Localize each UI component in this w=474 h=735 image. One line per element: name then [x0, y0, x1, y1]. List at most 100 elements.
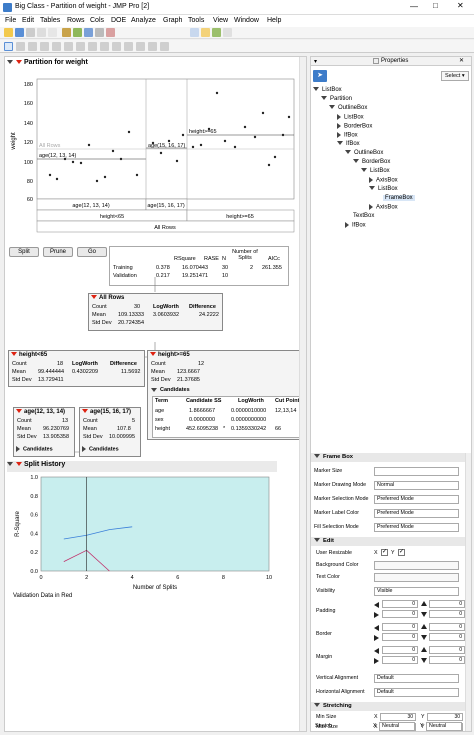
collapse-icon[interactable] — [353, 159, 359, 164]
node-height-lt-65-title[interactable]: height<65 — [9, 351, 144, 359]
selection-tool-icon[interactable] — [40, 42, 49, 51]
collapse-icon[interactable] — [314, 538, 320, 543]
expand-icon[interactable] — [337, 132, 341, 138]
properties-collapse-icon[interactable]: ▾ — [314, 59, 318, 65]
node-age-low[interactable]: age(12, 13, 14) Count 13 Mean 96.230769 … — [13, 407, 75, 457]
resizable-x-checkbox[interactable]: ✓ — [381, 549, 388, 556]
agehigh-candidates-header[interactable]: Candidates — [82, 446, 119, 452]
horizontal-alignment-select[interactable]: Default — [374, 688, 459, 697]
polygon-tool-icon[interactable] — [136, 42, 145, 51]
menu-graph[interactable]: Graph — [163, 17, 183, 24]
table-icon[interactable] — [73, 28, 82, 37]
oval-tool-icon[interactable] — [148, 42, 157, 51]
expand-icon[interactable] — [151, 387, 157, 392]
expand-icon[interactable] — [337, 114, 341, 120]
node-height-ge-65-title[interactable]: height>=65 — [148, 351, 306, 359]
edit-section-header[interactable]: Edit — [311, 537, 471, 546]
split-history-header[interactable]: Split History — [7, 461, 277, 472]
prune-button[interactable]: Prune — [43, 247, 73, 257]
refresh-icon[interactable] — [223, 28, 232, 37]
red-triangle-menu-icon[interactable] — [16, 60, 22, 65]
expand-icon[interactable] — [345, 222, 349, 228]
resizable-y-checkbox[interactable]: ✓ — [398, 549, 405, 556]
partition-outline-header[interactable]: Partition for weight — [7, 59, 88, 70]
zoom-tool-icon[interactable] — [88, 42, 97, 51]
collapse-icon[interactable] — [369, 186, 375, 191]
layout-icon[interactable] — [84, 28, 93, 37]
tree-listbox-2[interactable]: ListBox — [361, 168, 390, 174]
red-triangle-menu-icon[interactable] — [16, 462, 22, 467]
background-color-picker[interactable] — [374, 561, 459, 570]
menu-tables[interactable]: Tables — [40, 17, 61, 24]
collapse-icon[interactable] — [361, 168, 367, 173]
tree-partition[interactable]: Partition — [321, 96, 352, 102]
red-triangle-icon[interactable] — [11, 352, 17, 357]
tree-ifbox-1[interactable]: IfBox — [337, 132, 358, 139]
report-icon[interactable] — [62, 28, 71, 37]
menu-analyze[interactable]: Analyze — [131, 17, 156, 24]
marker-label-color-select[interactable]: Preferred Mode — [374, 509, 459, 518]
open-icon[interactable] — [4, 28, 13, 37]
hand-tool-icon[interactable] — [64, 42, 73, 51]
text-tool-icon[interactable] — [112, 42, 121, 51]
help-icon[interactable] — [106, 28, 115, 37]
menu-cols[interactable]: Cols — [90, 17, 105, 24]
min-size-x-input[interactable]: 30 — [380, 713, 416, 721]
expand-icon[interactable] — [369, 177, 373, 183]
collapse-icon[interactable] — [329, 105, 335, 110]
line-tool-icon[interactable] — [124, 42, 133, 51]
menu-edit[interactable]: Edit — [22, 17, 35, 24]
menu-help[interactable]: Help — [267, 17, 282, 24]
margin-bottom-input[interactable]: 0 — [429, 656, 465, 664]
properties-scrollbar[interactable] — [465, 453, 471, 731]
border-top-input[interactable]: 0 — [429, 623, 465, 631]
save-icon[interactable] — [15, 28, 24, 37]
marker-drawing-mode-select[interactable]: Normal — [374, 481, 459, 490]
node-age-low-title[interactable]: age(12, 13, 14) — [14, 408, 74, 416]
tree-textbox[interactable]: TextBox — [353, 213, 375, 219]
close-button[interactable]: ✕ — [457, 1, 464, 10]
menu-tools[interactable]: Tools — [188, 17, 205, 24]
cut-icon[interactable] — [26, 28, 35, 37]
copy-icon[interactable] — [37, 28, 46, 37]
border-right-input[interactable]: 0 — [382, 633, 418, 641]
expand-icon[interactable] — [82, 446, 86, 452]
collapse-icon[interactable] — [314, 454, 320, 459]
select-dropdown[interactable]: Select ▾ — [441, 71, 469, 81]
arrow-tool-icon[interactable] — [4, 42, 13, 51]
tree-ifbox-2[interactable]: IfBox — [337, 141, 360, 147]
node-age-high[interactable]: age(15, 16, 17) Count 5 Mean 107.8 Std D… — [79, 407, 141, 457]
properties-close-icon[interactable]: ✕ — [459, 58, 465, 64]
help-tool-icon[interactable] — [100, 42, 109, 51]
expand-icon[interactable] — [337, 123, 341, 129]
fill-selection-mode-select[interactable]: Preferred Mode — [374, 523, 459, 532]
tree-outlinebox-2[interactable]: OutlineBox — [345, 150, 383, 156]
vertical-alignment-select[interactable]: Default — [374, 674, 459, 683]
ge65-candidates-header[interactable]: Candidates — [151, 387, 190, 393]
collapse-icon[interactable] — [314, 703, 320, 708]
tree-borderbox-2[interactable]: BorderBox — [353, 159, 390, 165]
expand-icon[interactable] — [16, 446, 20, 452]
maximize-button[interactable]: □ — [433, 1, 438, 10]
tree-outlinebox-1[interactable]: OutlineBox — [329, 105, 367, 111]
collapse-icon[interactable] — [313, 87, 319, 92]
border-left-input[interactable]: 0 — [382, 623, 418, 631]
pointer-tool-icon[interactable]: ➤ — [313, 70, 327, 82]
node-height-lt-65[interactable]: height<65 Count 18 Mean 99.444444 Std De… — [8, 350, 145, 387]
lasso-tool-icon[interactable] — [52, 42, 61, 51]
padding-bottom-input[interactable]: 0 — [429, 610, 465, 618]
node-age-high-title[interactable]: age(15, 16, 17) — [80, 408, 140, 416]
brush-tool-icon[interactable] — [28, 42, 37, 51]
red-triangle-icon[interactable] — [82, 409, 88, 414]
rectangle-tool-icon[interactable] — [160, 42, 169, 51]
expand-icon[interactable] — [369, 204, 373, 210]
tree-borderbox-1[interactable]: BorderBox — [337, 123, 372, 130]
go-button[interactable]: Go — [77, 247, 107, 257]
menu-view[interactable]: View — [213, 17, 229, 24]
stretch-y-select[interactable]: Neutral — [426, 722, 462, 731]
tree-ifbox-3[interactable]: IfBox — [345, 222, 366, 229]
tree-framebox-selected[interactable]: FrameBox — [383, 195, 415, 201]
margin-right-input[interactable]: 0 — [382, 656, 418, 664]
frame-box-section-header[interactable]: Frame Box — [311, 453, 471, 462]
edit-icon[interactable] — [201, 28, 210, 37]
